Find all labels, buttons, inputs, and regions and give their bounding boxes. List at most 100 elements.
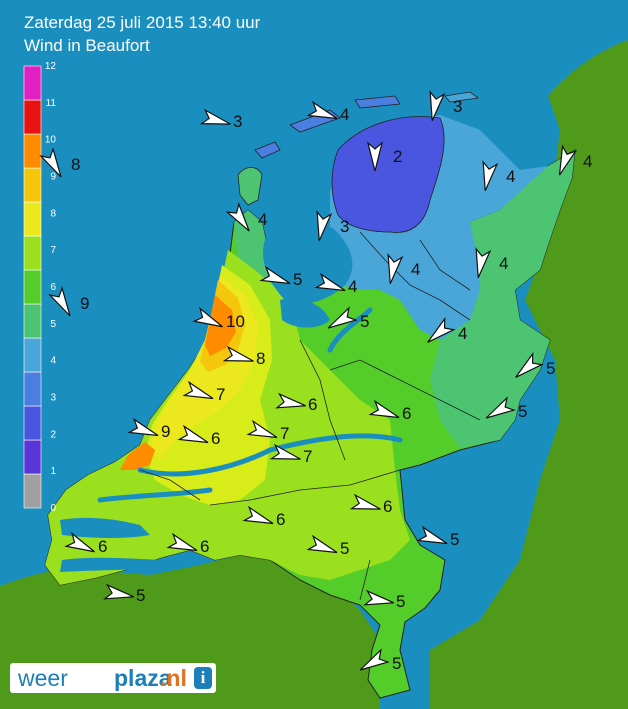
legend-label: 5 [50, 319, 56, 330]
wind-marker-friesland: 2 [366, 141, 402, 172]
wind-arrow-icon [48, 286, 71, 317]
beaufort-value: 10 [226, 312, 245, 331]
beaufort-value: 4 [499, 254, 508, 273]
wind-marker-afsluitdijk: 3 [316, 210, 349, 242]
zone-bft4-east [430, 150, 575, 448]
legend-band [23, 65, 42, 101]
legend-label: 9 [50, 172, 56, 183]
wind-arrow-icon [242, 505, 274, 525]
wind-arrow-icon [363, 589, 395, 606]
wind-marker-den-helder: 4 [225, 202, 267, 232]
wind-arrow-icon [366, 141, 384, 172]
legend-label: 6 [50, 282, 56, 293]
beaufort-value: 4 [411, 260, 420, 279]
beaufort-value: 6 [211, 429, 220, 448]
wind-arrow-icon [127, 417, 159, 437]
beaufort-value: 3 [453, 97, 462, 116]
beaufort-value: 4 [348, 277, 357, 296]
wind-arrow-icon [246, 419, 278, 439]
wind-marker-north-sea-north: 8 [39, 147, 80, 178]
texel [237, 167, 263, 206]
beaufort-value: 5 [293, 270, 302, 289]
wind-arrow-icon [192, 306, 223, 328]
wind-marker-zeeland: 6 [64, 531, 107, 556]
wind-arrow-icon [39, 147, 62, 178]
map-subtitle: Wind in Beaufort [24, 36, 150, 55]
legend-label: 7 [50, 245, 56, 256]
legend-band [23, 303, 42, 339]
wind-marker-gorinchem: 7 [269, 443, 312, 466]
logo-text-plaza: plaza [114, 665, 172, 691]
beaufort-value: 6 [276, 510, 285, 529]
logo-text-weer: weer [18, 665, 68, 691]
beaufort-value: 6 [98, 537, 107, 556]
wind-marker-flevoland: 4 [387, 253, 420, 285]
beaufort-value: 5 [360, 312, 369, 331]
legend-band [23, 371, 42, 407]
legend-label: 8 [50, 208, 56, 219]
weerplaza-logo[interactable]: weer plaza .nl i [10, 663, 216, 693]
legend-band [23, 405, 42, 441]
wind-arrow-icon [485, 396, 516, 419]
wind-arrow-icon [275, 392, 307, 409]
beaufort-value: 5 [546, 359, 555, 378]
zone-bft2 [331, 116, 445, 233]
wind-arrow-icon [427, 317, 456, 343]
beaufort-value: 4 [583, 152, 592, 171]
beaufort-value: 3 [340, 217, 349, 236]
info-icon[interactable]: i [194, 667, 212, 689]
legend-band [23, 337, 42, 373]
beaufort-value: 5 [518, 402, 527, 421]
legend-label: 11 [46, 98, 57, 109]
beaufort-value: 7 [280, 424, 289, 443]
beaufort-value: 6 [308, 395, 317, 414]
wind-marker-hoek-van-holland: 9 [127, 417, 170, 441]
beaufort-value: 4 [506, 167, 515, 186]
legend-band [23, 167, 42, 203]
schiermonnikoog [444, 91, 480, 103]
wind-arrow-icon [416, 525, 448, 545]
wind-marker-twente: 5 [515, 352, 555, 378]
wind-marker-zeeuws-vlaanderen: 5 [103, 583, 145, 605]
legend-band [23, 133, 42, 169]
zeeland-water [60, 517, 170, 572]
wind-arrow-icon [64, 531, 95, 553]
wind-arrow-icon [429, 90, 446, 122]
germany-land [430, 40, 628, 709]
wind-arrow-icon [558, 144, 578, 176]
province-borders [139, 231, 481, 601]
wind-arrow-icon [225, 202, 250, 232]
beaufort-value: 5 [450, 530, 459, 549]
rivers [97, 307, 403, 503]
legend-band [23, 99, 42, 135]
wind-arrow-icon [368, 399, 400, 419]
wind-marker-noordholland-2: 4 [314, 272, 357, 296]
legend-label: 0 [50, 503, 56, 514]
wind-marker-utrecht: 6 [275, 392, 317, 414]
legend-band [23, 235, 42, 271]
beaufort-value: 5 [136, 586, 145, 605]
wind-marker-drenthe: 4 [475, 247, 508, 279]
beaufort-value: 8 [71, 155, 80, 174]
wind-marker-ameland: 3 [429, 90, 462, 122]
wind-arrow-icon [475, 247, 492, 279]
legend-band [23, 473, 42, 509]
wind-arrow-icon [103, 583, 135, 600]
beaufort-value: 7 [216, 385, 225, 404]
wind-arrow-icon [199, 108, 231, 125]
wind-marker-roermond: 5 [363, 589, 405, 611]
wind-arrow-icon [387, 253, 404, 285]
wind-arrow-icon [306, 100, 338, 120]
wind-marker-eindhoven: 5 [306, 534, 349, 558]
logo-text-nl: .nl [160, 665, 187, 691]
legend-label: 10 [45, 135, 57, 146]
beaufort-value: 4 [340, 105, 349, 124]
legend-label: 3 [50, 393, 56, 404]
beaufort-value: 3 [233, 112, 242, 131]
legend-label: 1 [50, 466, 56, 477]
beaufort-value: 9 [80, 294, 89, 313]
wind-marker-gelderland: 6 [368, 399, 411, 423]
wind-marker-venlo: 5 [416, 525, 459, 549]
